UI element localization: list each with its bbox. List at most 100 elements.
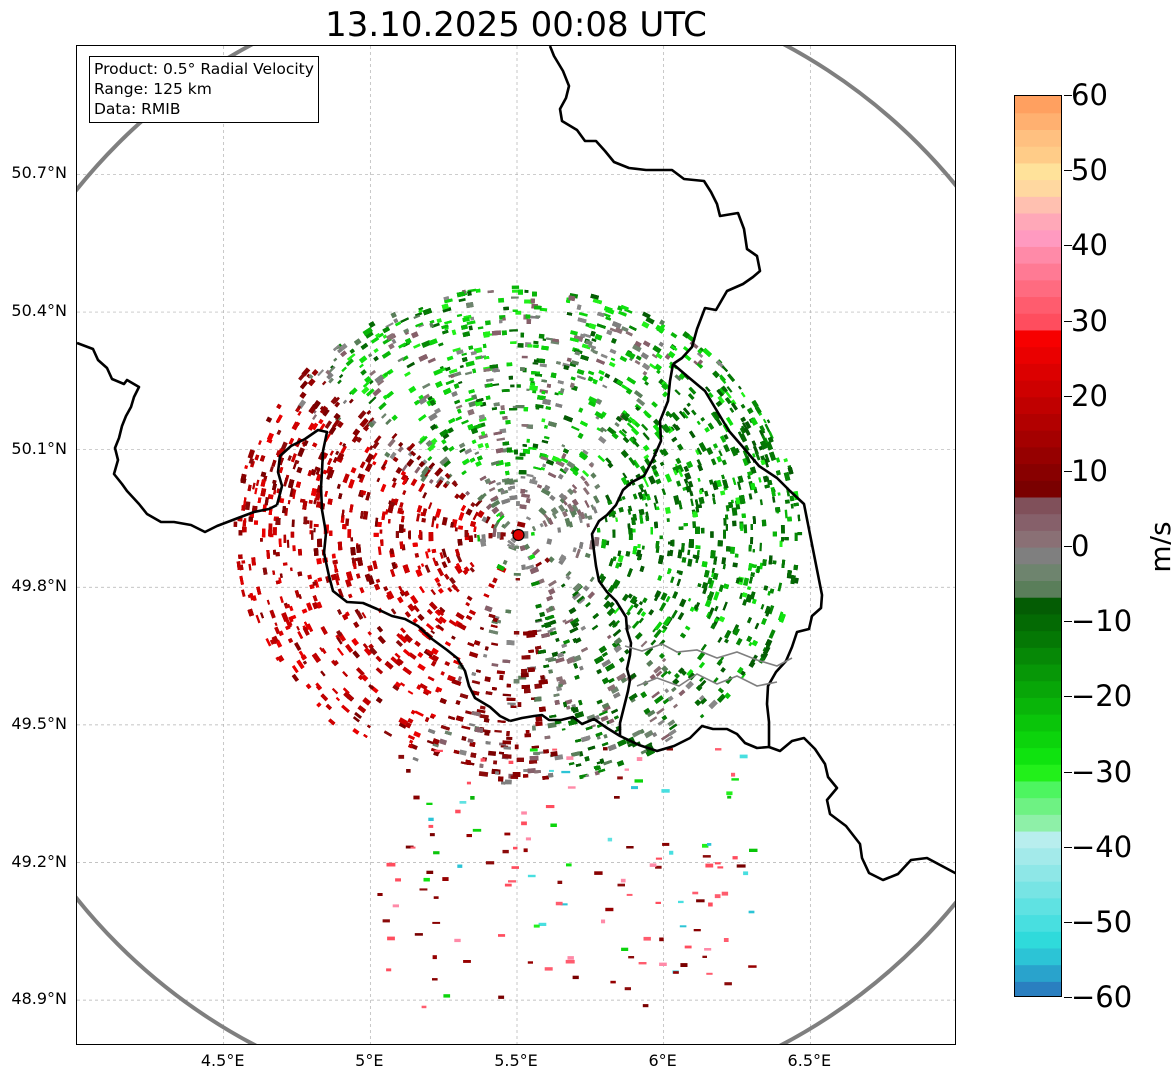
velocity-echo xyxy=(457,525,464,530)
velocity-echo xyxy=(621,495,626,501)
velocity-echo xyxy=(705,446,714,456)
velocity-echo xyxy=(658,652,665,659)
velocity-echo xyxy=(710,550,716,559)
velocity-echo xyxy=(588,323,597,330)
velocity-echo xyxy=(427,357,436,364)
velocity-echo xyxy=(342,523,347,530)
velocity-echo xyxy=(601,651,608,658)
velocity-echo xyxy=(621,593,630,602)
velocity-echo xyxy=(465,710,472,715)
velocity-echo xyxy=(634,631,643,640)
velocity-echo xyxy=(701,581,709,590)
velocity-echo xyxy=(736,481,742,491)
velocity-echo xyxy=(410,595,419,605)
velocity-echo xyxy=(386,390,394,399)
velocity-echo xyxy=(448,577,456,585)
velocity-echo xyxy=(431,654,439,662)
velocity-echo xyxy=(574,674,580,680)
velocity-echo xyxy=(643,478,650,488)
velocity-echo xyxy=(678,372,686,380)
velocity-echo xyxy=(526,388,530,391)
velocity-echo xyxy=(712,443,719,449)
velocity-echo xyxy=(401,464,408,473)
velocity-echo xyxy=(642,444,650,452)
velocity-echo xyxy=(492,577,498,584)
velocity-echo xyxy=(717,693,726,703)
velocity-echo xyxy=(488,487,496,492)
velocity-echo xyxy=(681,543,685,553)
velocity-echo xyxy=(454,399,461,405)
velocity-echo xyxy=(241,526,245,533)
velocity-echo xyxy=(664,473,672,483)
velocity-echo xyxy=(426,608,433,615)
velocity-echo xyxy=(628,533,633,541)
velocity-echo xyxy=(292,545,296,552)
velocity-echo xyxy=(351,638,359,646)
velocity-echo xyxy=(568,762,575,766)
velocity-echo xyxy=(684,625,691,631)
velocity-echo xyxy=(655,352,663,360)
velocity-echo xyxy=(503,306,509,311)
velocity-echo xyxy=(330,365,335,370)
velocity-echo xyxy=(732,562,738,568)
velocity-echo xyxy=(317,369,325,377)
velocity-echo xyxy=(645,316,655,325)
velocity-echo xyxy=(515,310,522,315)
velocity-echo xyxy=(448,619,458,627)
velocity-echo xyxy=(643,454,650,460)
velocity-echo xyxy=(620,676,628,684)
velocity-echo xyxy=(529,385,538,391)
velocity-echo xyxy=(337,609,342,615)
velocity-echo xyxy=(501,330,507,336)
velocity-echo xyxy=(547,472,557,479)
velocity-echo xyxy=(333,357,338,362)
velocity-echo xyxy=(691,409,697,416)
velocity-echo xyxy=(365,491,371,501)
velocity-echo xyxy=(617,554,624,563)
velocity-echo xyxy=(276,403,282,410)
velocity-echo xyxy=(687,558,693,567)
velocity-echo xyxy=(273,549,277,555)
velocity-echo xyxy=(610,686,620,694)
velocity-echo xyxy=(547,722,557,729)
velocity-echo xyxy=(356,436,363,443)
velocity-echo xyxy=(465,301,474,309)
velocity-echo xyxy=(495,447,504,454)
map-gridlines xyxy=(77,46,955,1044)
velocity-echo xyxy=(561,728,566,731)
velocity-echo xyxy=(453,383,460,389)
velocity-echo xyxy=(524,733,532,738)
velocity-echo xyxy=(467,290,472,296)
velocity-echo xyxy=(523,531,529,539)
velocity-echo xyxy=(432,742,440,748)
velocity-echo xyxy=(578,598,586,605)
velocity-echo xyxy=(627,593,633,599)
velocity-echo xyxy=(724,390,732,399)
velocity-echo xyxy=(598,573,605,580)
velocity-echo xyxy=(542,775,549,780)
velocity-echo xyxy=(363,647,373,656)
velocity-echo xyxy=(643,433,650,441)
velocity-echo xyxy=(678,526,684,530)
velocity-echo xyxy=(527,344,533,348)
velocity-echo xyxy=(735,497,741,505)
velocity-echo xyxy=(563,639,570,645)
velocity-echo xyxy=(248,516,253,522)
velocity-echo xyxy=(676,578,681,587)
velocity-echo xyxy=(244,501,251,511)
velocity-echo xyxy=(254,454,260,461)
velocity-echo xyxy=(409,739,414,744)
velocity-echo xyxy=(568,521,573,528)
velocity-echo xyxy=(747,407,754,414)
velocity-echo xyxy=(712,497,716,505)
velocity-echo xyxy=(598,710,608,717)
velocity-echo xyxy=(324,420,333,430)
velocity-echo xyxy=(426,739,435,745)
velocity-echo xyxy=(676,464,684,474)
velocity-echo xyxy=(487,750,497,756)
velocity-echo xyxy=(422,492,428,499)
velocity-echo xyxy=(477,326,484,330)
velocity-echo xyxy=(748,493,753,500)
velocity-echo xyxy=(491,642,499,647)
velocity-echo xyxy=(665,596,671,603)
